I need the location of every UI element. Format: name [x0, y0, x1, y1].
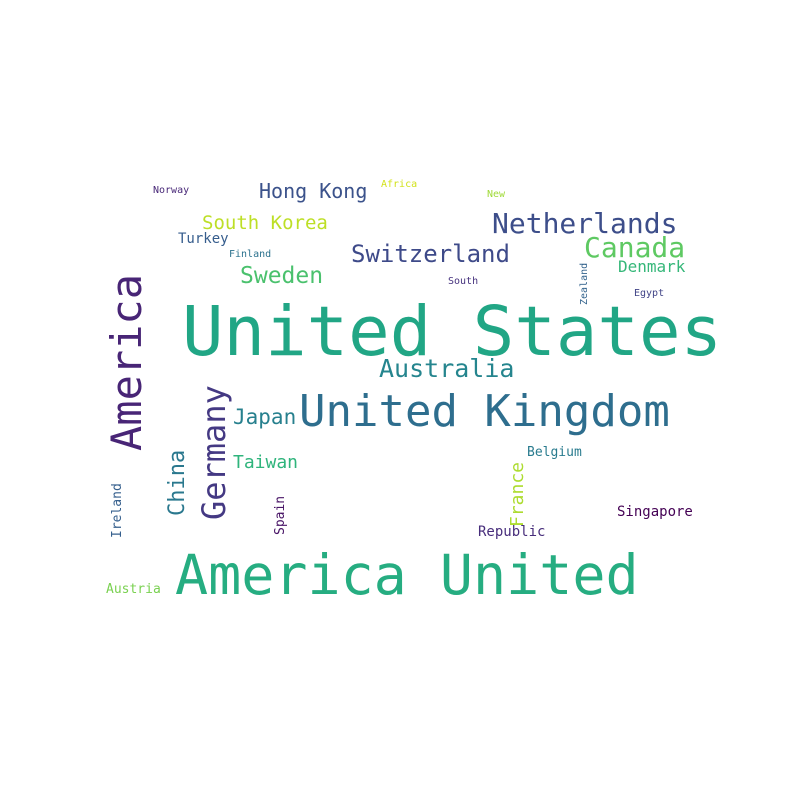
word-new: New [487, 189, 506, 200]
word-china: China [165, 449, 190, 516]
word-japan: Japan [233, 405, 297, 429]
word-france: France [507, 461, 528, 527]
word-south: South [448, 276, 479, 287]
word-hong-kong: Hong Kong [259, 179, 368, 203]
word-singapore: Singapore [617, 504, 693, 520]
word-republic: Republic [478, 524, 546, 540]
word-america: America [102, 273, 151, 451]
word-egypt: Egypt [634, 288, 665, 299]
word-south-korea: South Korea [202, 212, 328, 234]
word-austria: Austria [106, 582, 161, 597]
word-norway: Norway [153, 185, 190, 196]
word-america-united: America United [175, 543, 639, 607]
word-netherlands: Netherlands [492, 207, 678, 240]
word-denmark: Denmark [618, 257, 686, 276]
word-zealand: Zealand [579, 262, 590, 305]
word-taiwan: Taiwan [233, 452, 299, 473]
word-united-states: United States [182, 292, 723, 372]
word-germany: Germany [195, 385, 233, 520]
word-finland: Finland [229, 249, 272, 260]
word-spain: Spain [273, 495, 288, 535]
word-africa: Africa [381, 179, 418, 190]
word-switzerland: Switzerland [351, 240, 510, 268]
word-australia: Australia [379, 354, 515, 383]
word-canada: Canada [584, 231, 686, 264]
word-ireland: Ireland [110, 483, 125, 538]
word-belgium: Belgium [527, 445, 582, 460]
word-turkey: Turkey [178, 231, 229, 247]
word-united-kingdom: United Kingdom [299, 386, 670, 437]
word-sweden: Sweden [240, 263, 324, 289]
